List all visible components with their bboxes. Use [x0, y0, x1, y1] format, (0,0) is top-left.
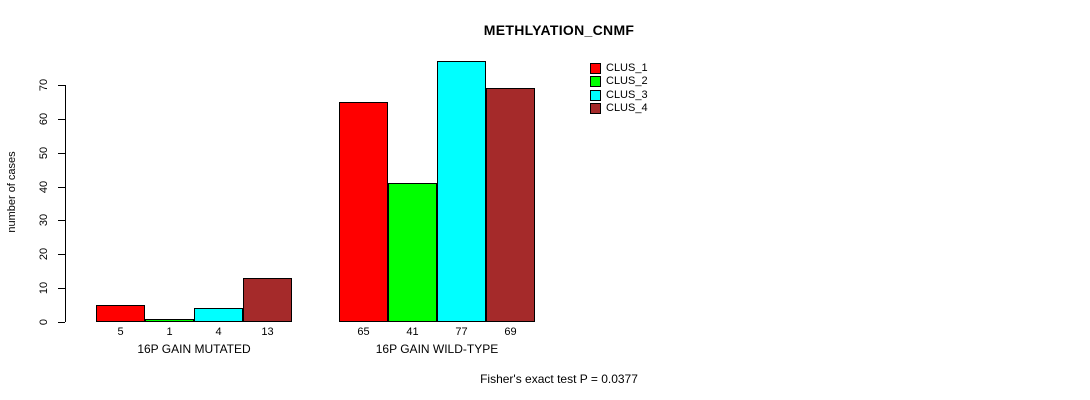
- y-axis-tick: [58, 153, 65, 154]
- legend-swatch-clus_3: [590, 90, 601, 101]
- legend-swatch-clus_2: [590, 76, 601, 87]
- bar-clus_4: [486, 88, 535, 322]
- y-axis-tick: [58, 220, 65, 221]
- footnote-text: Fisher's exact test P = 0.0377: [480, 372, 638, 386]
- y-axis-tick-label: 30: [38, 213, 50, 227]
- y-axis-tick-label: 40: [38, 180, 50, 194]
- bar-value-label: 65: [357, 326, 370, 338]
- y-axis-tick: [58, 187, 65, 188]
- legend-label-clus_1: CLUS_1: [606, 62, 648, 74]
- y-axis-line: [65, 85, 66, 322]
- y-axis-tick-label: 0: [38, 318, 50, 326]
- legend-label-clus_2: CLUS_2: [606, 75, 648, 87]
- y-axis-tick-label: 20: [38, 247, 50, 261]
- bar-clus_1: [339, 102, 388, 322]
- legend-label-clus_3: CLUS_3: [606, 89, 648, 101]
- y-axis-tick: [58, 288, 65, 289]
- y-axis-tick-label: 70: [38, 78, 50, 92]
- bar-clus_3: [194, 308, 243, 322]
- chart-title: METHLYATION_CNMF: [483, 22, 635, 38]
- bar-clus_4: [243, 278, 292, 322]
- bar-value-label: 5: [117, 326, 124, 338]
- bar-value-label: 41: [406, 326, 419, 338]
- bar-clus_3: [437, 61, 486, 322]
- legend-swatch-clus_4: [590, 103, 601, 114]
- y-axis-tick-label: 10: [38, 281, 50, 295]
- x-axis-group-label: 16P GAIN WILD-TYPE: [375, 342, 499, 356]
- legend-label-clus_4: CLUS_4: [606, 102, 648, 114]
- legend-swatch-clus_1: [590, 63, 601, 74]
- y-axis-tick: [58, 119, 65, 120]
- y-axis-tick-label: 50: [38, 146, 50, 160]
- bar-clus_2: [388, 183, 437, 322]
- y-axis-title: number of cases: [6, 151, 18, 233]
- x-axis-group-label: 16P GAIN MUTATED: [137, 342, 251, 356]
- bar-clus_2: [145, 319, 194, 322]
- y-axis-tick-label: 60: [38, 112, 50, 126]
- bar-clus_1: [96, 305, 145, 322]
- y-axis-tick: [58, 322, 65, 323]
- bar-value-label: 69: [504, 326, 517, 338]
- bar-value-label: 1: [166, 326, 173, 338]
- bar-value-label: 4: [215, 326, 222, 338]
- bar-value-label: 77: [455, 326, 468, 338]
- y-axis-tick: [58, 85, 65, 86]
- bar-value-label: 13: [261, 326, 274, 338]
- y-axis-tick: [58, 254, 65, 255]
